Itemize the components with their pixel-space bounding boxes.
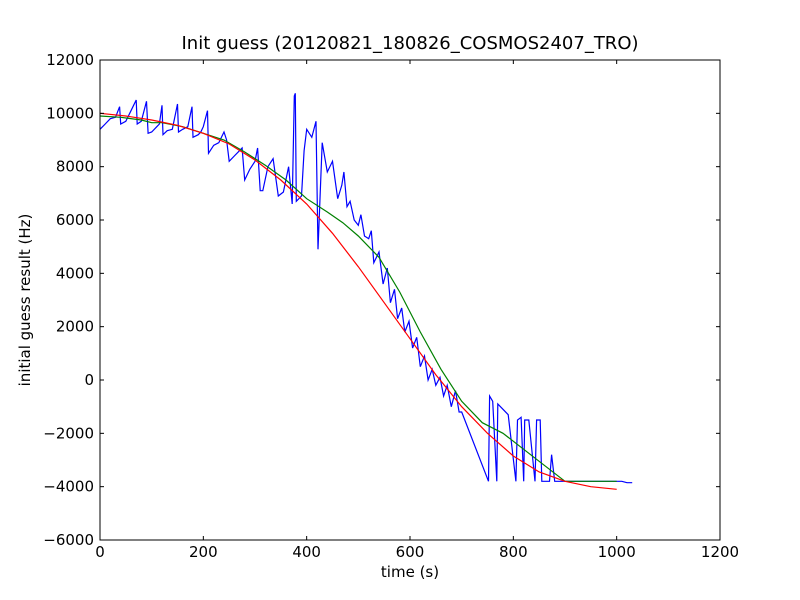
x-tick-label: 600 xyxy=(396,543,425,561)
y-tick-label: 10000 xyxy=(46,104,94,122)
x-axis-label: time (s) xyxy=(381,563,439,581)
y-tick-label: −6000 xyxy=(43,531,94,549)
series-layer xyxy=(99,93,633,490)
y-tick-label: 0 xyxy=(84,371,94,389)
y-tick-label: 6000 xyxy=(56,211,94,229)
y-tick-label: −2000 xyxy=(43,424,94,442)
x-tick-label: 1200 xyxy=(701,543,739,561)
chart-title: Init guess (20120821_180826_COSMOS2407_T… xyxy=(181,33,638,54)
y-tick-label: 8000 xyxy=(56,158,94,176)
series-line-3 xyxy=(99,112,617,490)
x-tick-label: 0 xyxy=(95,543,105,561)
y-tick-label: 2000 xyxy=(56,318,94,336)
x-tick-label: 800 xyxy=(499,543,528,561)
ticks-layer: 0 200 400 600 800 1000 1200 −6000 −4000 −2000 0 200… xyxy=(43,51,739,561)
y-axis-label: initial guess result (Hz) xyxy=(16,214,34,387)
y-tick-label: 4000 xyxy=(56,264,94,282)
x-tick-label: 400 xyxy=(292,543,321,561)
x-tick-label: 200 xyxy=(189,543,218,561)
series-line-1 xyxy=(99,93,633,484)
y-tick-label: −4000 xyxy=(43,478,94,496)
x-tick-label: 1000 xyxy=(598,543,636,561)
y-tick-label: 12000 xyxy=(46,51,94,69)
